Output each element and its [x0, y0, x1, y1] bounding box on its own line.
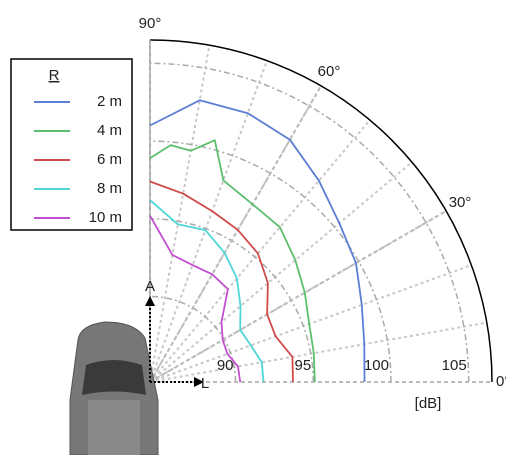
- curve: [149, 199, 265, 383]
- theta-grid-line: [149, 85, 322, 383]
- minor-radial-line: [149, 264, 472, 383]
- outer-arc: [149, 39, 493, 383]
- theta-tick-label: 30°: [449, 194, 472, 211]
- legend-label: 4 m: [97, 122, 122, 139]
- grid-arc: [149, 295, 237, 383]
- theta-tick-label: 0°: [496, 373, 506, 390]
- r-tick-label: 95: [295, 357, 312, 374]
- theta-grid-line: [149, 210, 447, 383]
- grid-arc: [149, 62, 470, 383]
- legend: R 2 m 4 m 6 m 8 m 10 m: [10, 58, 133, 231]
- minor-radial-line: [149, 119, 371, 383]
- legend-label: 8 m: [97, 180, 122, 197]
- legend-label: 2 m: [97, 93, 122, 110]
- car: [69, 321, 159, 455]
- grid: 90 95 100 105 0° 30° 60° 90°: [139, 15, 506, 390]
- curve: [149, 215, 242, 383]
- theta-tick-label: 90°: [139, 15, 162, 32]
- legend-label: 6 m: [97, 151, 122, 168]
- curves: [149, 99, 366, 383]
- minor-radial-line: [149, 161, 413, 383]
- grid-arc: [149, 218, 314, 383]
- legend-label: 10 m: [89, 209, 122, 226]
- direction-arrows: [145, 296, 204, 387]
- curve: [149, 99, 366, 383]
- curve: [149, 180, 294, 383]
- minor-radial-line: [149, 60, 268, 383]
- legend-box: [10, 58, 133, 231]
- radial-axis-label: [dB]: [415, 395, 442, 412]
- minor-radial-line: [149, 321, 487, 383]
- annotation: A: [145, 278, 155, 295]
- grid-arc: [149, 140, 392, 383]
- theta-tick-label: 60°: [318, 63, 341, 80]
- r-tick-label: 105: [442, 357, 467, 374]
- curve: [149, 139, 316, 383]
- r-tick-label: 100: [364, 357, 389, 374]
- r-tick-label: 90: [217, 357, 234, 374]
- annotation: L: [201, 375, 209, 392]
- legend-title: R: [49, 67, 60, 84]
